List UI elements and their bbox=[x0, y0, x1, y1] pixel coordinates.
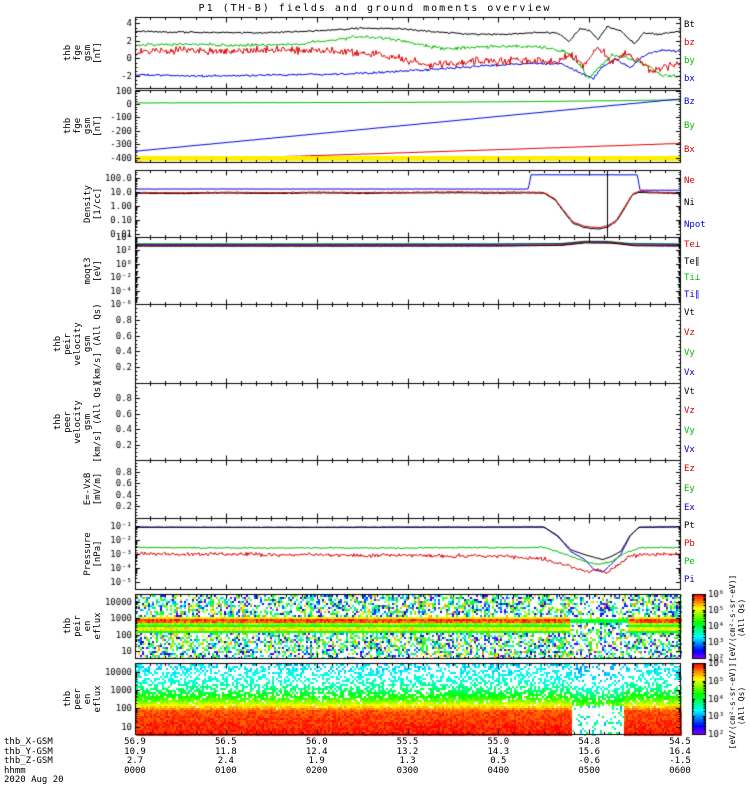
ylabel-electron-spectrogram: thb peer en eflux bbox=[63, 684, 103, 713]
tick-value: 11.8 bbox=[214, 746, 237, 757]
ylabel-efield: E=-VxB [mV/m] bbox=[83, 472, 103, 506]
legend-temperature-Ti: Ti⊥ bbox=[684, 273, 701, 284]
legend-electron-velocity-Vx: Vx bbox=[684, 444, 695, 455]
legend-pressure-Pe: Pe bbox=[684, 556, 695, 567]
bottom-row-label-thb-y-gsm: thb_Y-GSM bbox=[4, 746, 53, 757]
tick-value: 14.3 bbox=[487, 746, 510, 757]
legend-density-Ne: Ne bbox=[684, 175, 695, 186]
legend-ion-velocity-Vz: Vz bbox=[684, 328, 695, 339]
legend-fge-gsm-detrend-by: by bbox=[684, 55, 695, 66]
ylabel-fge-gsm-detrend: thb fge gsm [nT] bbox=[63, 41, 103, 64]
legend-temperature-Te: Te⊥ bbox=[684, 239, 701, 250]
tick-value: -1.5 bbox=[669, 756, 691, 766]
tick-value: 56.0 bbox=[305, 737, 328, 747]
legend-fge-gsm-detrend-bx: bx bbox=[684, 73, 695, 84]
tick-value: 1.9 bbox=[308, 756, 325, 766]
bottom-row-label-thb-z-gsm: thb_Z-GSM bbox=[4, 756, 53, 766]
ylabel-electron-velocity: thb peer velocity gsm [km/s] (All Qs) bbox=[53, 380, 103, 463]
legend-efield-Ey: Ey bbox=[684, 483, 695, 494]
legend-fge-gsm-By: By bbox=[684, 120, 695, 131]
tick-value: 0400 bbox=[487, 765, 510, 776]
legend-temperature-Ti: Ti∥ bbox=[684, 290, 700, 301]
ylabel-density: Density [1/cc] bbox=[83, 184, 103, 223]
tick-value: 0600 bbox=[669, 765, 691, 776]
legend-electron-velocity-Vy: Vy bbox=[684, 425, 695, 436]
tick-value: 55.0 bbox=[487, 737, 510, 747]
ylabel-temperature: moqt3 [eV] bbox=[83, 256, 103, 285]
ylabel-fge-gsm: thb fge gsm [nT] bbox=[63, 115, 103, 137]
legend-ion-velocity-Vy: Vy bbox=[684, 347, 695, 358]
legend-efield-Ez: Ez bbox=[684, 464, 695, 475]
legend-temperature-Te: Te∥ bbox=[684, 256, 700, 267]
zlabel-electron-spectrogram: [eV/(cm²-s-sr-eV)] (All Qs) bbox=[728, 662, 746, 750]
legend-fge-gsm-detrend-Bt: Bt bbox=[684, 20, 695, 31]
legend-fge-gsm-Bz: Bz bbox=[684, 96, 695, 107]
ylabel-pressure: Pressure [nPa] bbox=[83, 531, 103, 576]
tick-value: 56.5 bbox=[214, 737, 237, 747]
tick-value: 13.2 bbox=[396, 746, 419, 757]
tick-value: 0000 bbox=[124, 765, 146, 776]
tick-value: 54.8 bbox=[578, 737, 600, 747]
tick-value: 15.6 bbox=[578, 746, 600, 757]
legend-pressure-Pt: Pt bbox=[684, 521, 695, 532]
tick-value: 0100 bbox=[214, 765, 237, 776]
date-label: 2020 Aug 20 bbox=[4, 775, 64, 785]
legend-electron-velocity-Vt: Vt bbox=[684, 387, 695, 398]
tick-value: 0200 bbox=[305, 765, 328, 776]
tick-value: 55.5 bbox=[396, 737, 419, 747]
tick-value: 1.3 bbox=[399, 756, 416, 766]
tick-value: 2.7 bbox=[126, 756, 144, 766]
tick-value: 54.5 bbox=[669, 737, 691, 747]
tick-value: 0300 bbox=[396, 765, 419, 776]
tick-value: 0500 bbox=[578, 765, 600, 776]
legend-efield-Ex: Ex bbox=[684, 502, 695, 513]
legend-density-Npot: Npot bbox=[684, 220, 706, 231]
legend-fge-gsm-Bx: Bx bbox=[684, 144, 695, 155]
legend-electron-velocity-Vz: Vz bbox=[684, 406, 695, 417]
legend-ion-velocity-Vx: Vx bbox=[684, 367, 695, 378]
tick-value: 12.4 bbox=[305, 746, 328, 757]
zlabel-ion-spectrogram: [eV/(cm²-s-sr-eV)] (All Qs) bbox=[728, 574, 746, 662]
ylabel-ion-spectrogram: thb peir en eflux bbox=[63, 612, 103, 640]
legend-fge-gsm-detrend-bz: bz bbox=[684, 38, 695, 49]
bottom-row-label-hhmm: hhmm bbox=[4, 765, 26, 776]
ylabel-ion-velocity: thb peir velocity gsm [km/s] (All Qs) bbox=[53, 302, 103, 385]
tick-value: -0.6 bbox=[578, 756, 600, 766]
tick-value: 16.4 bbox=[669, 746, 691, 757]
tick-value: 56.9 bbox=[124, 737, 146, 747]
tick-value: 10.9 bbox=[124, 746, 146, 757]
legend-density-Ni: Ni bbox=[684, 198, 695, 208]
tick-value: 0.5 bbox=[490, 756, 507, 766]
tick-value: 2.4 bbox=[217, 756, 234, 766]
legend-pressure-Pb: Pb bbox=[684, 539, 695, 550]
legend-pressure-Pi: Pi bbox=[684, 574, 695, 585]
bottom-row-label-thb-x-gsm: thb_X-GSM bbox=[4, 737, 53, 747]
legend-ion-velocity-Vt: Vt bbox=[684, 308, 695, 319]
